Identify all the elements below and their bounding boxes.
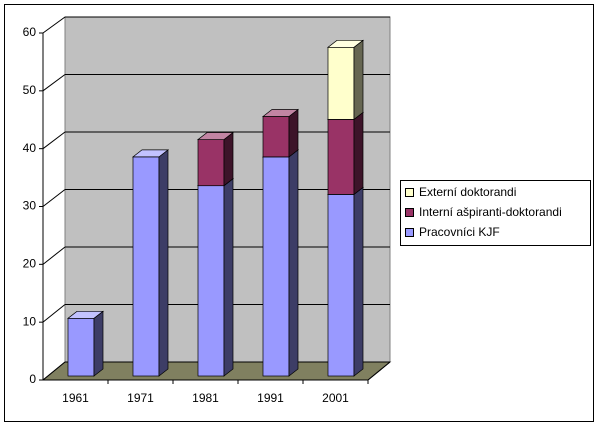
bar-side [158, 149, 169, 377]
bar-side [93, 310, 104, 377]
bar-side [288, 149, 299, 377]
legend-swatch [405, 228, 414, 237]
bar-segment [261, 149, 300, 377]
bar-top [131, 149, 170, 158]
legend: Pracovníci KJF Interní ašpiranti-doktoran… [400, 180, 591, 246]
bar-side [223, 131, 234, 187]
legend-box [400, 180, 591, 246]
y-tick-label: 60 [23, 25, 37, 39]
legend-label: Pracovníci KJF [419, 225, 500, 239]
bars [66, 39, 365, 377]
y-tick-label: 40 [23, 141, 37, 155]
x-tick-label: 2001 [322, 391, 349, 405]
x-tick-label: 1971 [127, 391, 154, 405]
legend-label: Externí doktorandi [419, 185, 516, 199]
bar-top [66, 310, 105, 319]
bar-front [262, 116, 290, 158]
legend-swatch [405, 208, 414, 217]
bar-segment [326, 111, 365, 196]
legend-label: Interní ašpiranti-doktorandi [419, 205, 562, 219]
bar-segment [326, 39, 365, 121]
bar-segment [261, 108, 300, 158]
x-tick-label: 1981 [192, 391, 219, 405]
legend-swatch [405, 188, 414, 197]
grid-line [42, 246, 66, 265]
bar-side [353, 186, 364, 377]
bar-segment [131, 149, 170, 377]
grid-line [42, 16, 66, 34]
grid-line [42, 304, 66, 323]
bar-top [261, 109, 300, 117]
bar-side [223, 177, 234, 377]
grid-line [42, 74, 66, 92]
x-tick-label: 1961 [62, 391, 89, 405]
bar-segment [196, 131, 235, 187]
bar-segment [66, 310, 105, 377]
bar-front [327, 119, 355, 195]
grid-line [42, 131, 66, 150]
x-tick-label: 1991 [257, 391, 284, 405]
bar-top [326, 39, 365, 48]
bar-side [288, 108, 299, 158]
bar-front [327, 46, 355, 120]
bar-top [196, 132, 235, 140]
y-tick-label: 50 [23, 83, 37, 97]
bar-front [197, 139, 225, 187]
bar-front [262, 156, 290, 377]
grid-line [42, 361, 66, 381]
y-tick-label: 30 [23, 199, 37, 213]
bar-segment [326, 186, 365, 377]
bar-side [353, 111, 364, 196]
grid-line [42, 189, 66, 207]
y-tick-label: 10 [23, 314, 37, 328]
y-tick-label: 0 [29, 372, 36, 386]
bar-front [327, 194, 355, 377]
bar-front [197, 185, 225, 377]
bar-side [353, 39, 364, 121]
floor-edge [367, 361, 391, 381]
y-tick-label: 20 [23, 257, 37, 271]
bar-front [132, 156, 160, 377]
bar-segment [196, 177, 235, 377]
bar-front [67, 317, 95, 377]
